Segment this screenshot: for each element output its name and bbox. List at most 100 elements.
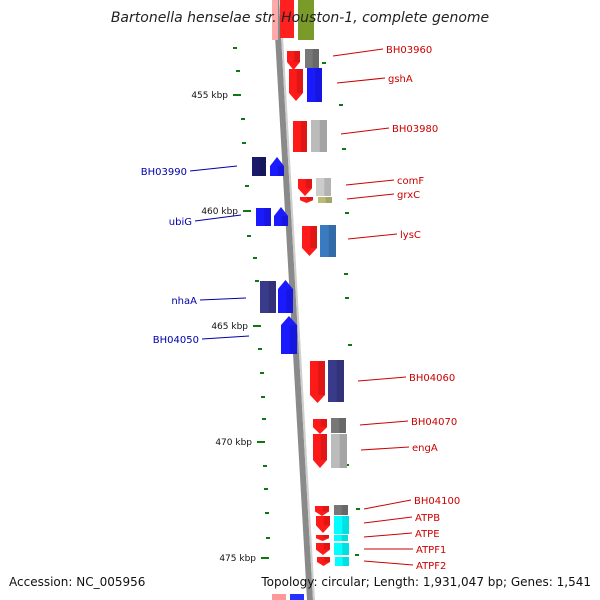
cog-box-bh04060-shade [336,360,344,402]
tick-mark [241,118,245,120]
gene-label-bh03960[interactable]: BH03960 [386,45,432,56]
gene-label-leader [194,214,242,222]
kbp-tick [243,210,251,212]
gene-label-atpe[interactable]: ATPE [415,529,440,540]
gene-arrow-atpb [316,516,330,533]
cog-box-comf [316,178,331,196]
gene-label-leader [336,77,386,84]
cog-box-ubig-shade [264,208,271,226]
tick-mark [258,348,262,350]
feature-partial-top-1 [280,0,294,38]
gene-arrow-grxc [300,197,313,203]
feature-partial-bottom-1 [272,594,286,600]
accession-text: Accession: NC_005956 [9,575,146,589]
gene-label-leader [201,335,250,340]
gene-arrow-lysc [302,226,317,256]
genome-backbone-highlight [279,0,315,600]
cog-box-atpe-shade [341,535,348,541]
feature-partial-top-2 [298,0,314,40]
tick-mark [345,212,349,214]
gene-arrow-bh03960 [287,51,300,70]
kbp-tick [233,94,241,96]
tick-mark [356,508,360,510]
gene-arrow-ubig [274,207,288,226]
gene-arrow-bh04060-shade [318,361,325,395]
gene-arrow-bh04100-shade [322,506,329,512]
gene-arrow-bh04070-shade [320,419,327,428]
gene-label-enga[interactable]: engA [412,443,438,454]
gene-label-leader [363,532,413,538]
cog-box-enga-shade [339,434,347,468]
gene-arrow-atpf2-shade [324,557,330,562]
gene-label-bh03990[interactable]: BH03990 [141,167,187,178]
cog-box-bh03980-shade [319,120,327,152]
cog-box-bh04100 [334,505,348,515]
gene-label-bh04060[interactable]: BH04060 [409,373,455,384]
tick-mark [261,396,265,398]
tick-mark [355,554,359,556]
cog-box-bh03990-shade [259,157,266,176]
gene-arrow-bh03990-shade [277,166,284,176]
gene-label-atpb[interactable]: ATPB [415,513,440,524]
tick-mark [236,70,240,72]
cog-box-bh04100-shade [341,505,348,515]
gene-arrow-atpf1 [316,543,330,555]
cog-box-atpf2 [335,557,349,566]
gene-label-leader [363,516,413,524]
gene-label-atpf1[interactable]: ATPF1 [416,545,446,556]
kbp-tick-label: 470 kbp [215,438,252,448]
gene-label-bh03980[interactable]: BH03980 [392,124,438,135]
gene-arrow-atpe [316,535,329,541]
gene-arrow-lysc-shade [310,226,317,248]
gene-label-bh04100[interactable]: BH04100 [414,496,460,507]
cog-box-grxc-shade [325,197,332,203]
gene-arrow-bh04050 [281,316,297,354]
kbp-tick [253,325,261,327]
gene-label-leader [347,233,398,240]
kbp-tick [261,557,269,559]
tick-mark [253,257,257,259]
gene-label-leader [363,560,414,566]
gene-arrow-bh03960-shade [294,51,300,62]
tick-mark [263,465,267,467]
gene-label-grxc[interactable]: grxC [397,190,420,201]
tick-mark [266,537,270,539]
gene-label-ubig[interactable]: ubiG [169,217,192,228]
gene-label-comf[interactable]: comF [397,176,424,187]
gene-label-bh04070[interactable]: BH04070 [411,417,457,428]
cog-box-enga [331,434,347,468]
tick-mark [342,148,346,150]
gene-arrow-ubig-shade [281,216,288,226]
tick-mark [255,280,259,282]
tick-mark [233,47,237,49]
cog-box-atpf2-shade [342,557,349,566]
tick-mark [245,185,249,187]
gene-label-bh04050[interactable]: BH04050 [153,335,199,346]
gene-arrow-comf [298,179,312,196]
cog-box-atpf1-shade [342,543,349,555]
cog-box-gsha [307,68,322,102]
tick-mark [247,235,251,237]
gene-label-leader [346,193,395,200]
tick-mark [345,297,349,299]
kbp-tick-label: 465 kbp [211,322,248,332]
gene-label-gsha[interactable]: gshA [388,74,413,85]
gene-label-atpf2[interactable]: ATPF2 [416,561,446,572]
cog-box-bh03960-shade [312,49,319,68]
cog-box-bh03980 [311,120,327,152]
kbp-tick-label: 475 kbp [219,554,256,564]
gene-arrow-atpf2 [317,557,330,566]
cog-box-bh03960 [305,49,319,68]
feature-partial-bottom-2 [290,594,304,600]
feature-partial-top-3 [272,0,278,40]
gene-arrow-bh04070 [313,419,327,434]
gene-arrow-gsha [289,69,303,101]
cog-box-gsha-shade [315,68,322,102]
cog-box-atpb-shade [342,516,349,534]
tick-mark [344,273,348,275]
gene-label-nhaa[interactable]: nhaA [171,296,197,307]
tick-mark [242,142,246,144]
gene-arrow-enga-shade [320,434,327,460]
gene-label-lysc[interactable]: lysC [400,230,421,241]
